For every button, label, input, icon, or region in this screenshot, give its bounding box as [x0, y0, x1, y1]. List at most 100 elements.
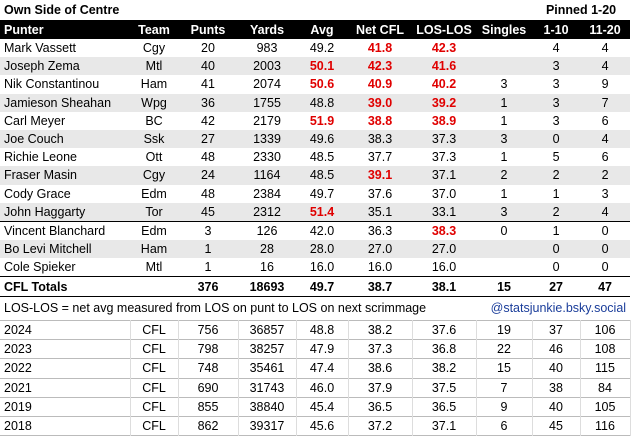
team-cell: Mtl — [130, 57, 178, 76]
yards-cell: 1755 — [238, 93, 296, 112]
singles-cell — [476, 39, 532, 57]
avg-cell: 50.6 — [309, 77, 335, 92]
punts-cell: 41 — [201, 77, 215, 92]
history-row: 2022 CFL 748 35461 47.4 38.6 38.2 15 40 115 — [0, 358, 631, 379]
history-yards-cell: 38840 — [238, 397, 297, 417]
history-p2-cell: 106 — [580, 320, 631, 340]
history-yards-cell: 38257 — [238, 339, 297, 359]
punter-name-cell: Nik Constantinou — [4, 77, 100, 92]
pinned-11-20-cell: 2 — [580, 166, 631, 185]
table-row: John Haggarty Tor 45 2312 51.4 35.1 33.1 3 2 4 — [0, 202, 631, 222]
punts-cell: 40 — [178, 57, 238, 76]
history-p1-cell: 40 — [532, 397, 581, 417]
team-cell: Cgy — [130, 166, 178, 185]
history-p2-cell: 115 — [580, 358, 631, 379]
history-yards-cell: 36857 — [238, 320, 297, 340]
history-punts-cell: 690 — [178, 378, 239, 398]
author-handle: @statsjunkie.bsky.social — [490, 300, 627, 315]
history-yards-cell: 39317 — [238, 416, 297, 436]
history-avg-cell: 48.8 — [296, 320, 349, 340]
avg-cell: 48.5 — [296, 166, 349, 185]
pinned-11-20-cell: 0 — [580, 240, 631, 259]
yards-cell: 2074 — [253, 77, 281, 92]
avg-cell: 51.9 — [309, 113, 335, 128]
pinned-1-10-cell: 3 — [552, 77, 560, 92]
history-year-cell: 2022 — [0, 358, 131, 379]
pinned-11-20-cell: 7 — [580, 93, 631, 112]
table-row: Cody Grace Edm 48 2384 49.7 37.6 37.0 1 1 3 — [0, 185, 630, 203]
net-cfl-cell: 27.0 — [348, 240, 413, 259]
singles-cell: 3 — [476, 202, 533, 222]
singles-cell — [476, 57, 533, 76]
team-cell: BC — [145, 113, 163, 128]
los-los-cell: 16.0 — [431, 260, 457, 275]
totals-p1-cell: 27 — [532, 276, 581, 297]
los-los-cell: 33.1 — [412, 202, 477, 222]
pinned-1-10-cell: 2 — [532, 202, 581, 222]
team-cell: Mtl — [145, 260, 163, 275]
pinned-1-10-cell: 5 — [552, 150, 560, 165]
team-cell: Ham — [130, 240, 178, 259]
header-punter: Punter — [0, 20, 130, 39]
singles-cell: 2 — [476, 166, 533, 185]
history-singles-cell: 22 — [476, 339, 533, 359]
team-cell: Tor — [130, 202, 178, 222]
los-los-cell: 37.3 — [412, 129, 477, 149]
los-los-cell: 27.0 — [412, 240, 477, 259]
singles-cell — [476, 258, 532, 277]
history-row: 2021 CFL 690 31743 46.0 37.9 37.5 7 38 84 — [0, 378, 631, 398]
history-punts-cell: 862 — [178, 416, 239, 436]
punter-name-cell: Joe Couch — [0, 129, 130, 149]
pinned-11-20-cell: 4 — [580, 129, 631, 149]
history-league-cell: CFL — [130, 416, 179, 436]
history-league-cell: CFL — [130, 320, 179, 340]
singles-cell: 1 — [500, 150, 508, 165]
punter-name-cell: Joseph Zema — [0, 57, 130, 76]
header-team: Team — [130, 20, 178, 39]
history-punts-cell: 748 — [178, 358, 239, 379]
pinned-1-10-cell: 0 — [532, 240, 581, 259]
history-net-cell: 36.5 — [348, 397, 413, 417]
yards-cell: 16 — [260, 260, 274, 275]
los-los-cell: 40.2 — [431, 77, 457, 92]
table-row: Mark Vassett Cgy 20 983 49.2 41.8 42.3 4 4 — [0, 39, 630, 57]
los-los-cell: 37.3 — [431, 150, 457, 165]
totals-name-cell: CFL Totals — [0, 276, 130, 297]
pinned-11-20-cell: 4 — [580, 57, 631, 76]
avg-cell: 28.0 — [296, 240, 349, 259]
pinned-11-20-cell: 4 — [601, 41, 609, 56]
history-net-cell: 37.2 — [348, 416, 413, 436]
table-row: Bo Levi Mitchell Ham 1 28 28.0 27.0 27.0 0 0 — [0, 240, 631, 259]
punts-cell: 48 — [201, 186, 215, 201]
header-yards: Yards — [238, 20, 296, 39]
totals-net-cell: 38.7 — [348, 276, 413, 297]
avg-cell: 48.5 — [309, 150, 335, 165]
pinned-1-10-cell: 1 — [552, 186, 560, 201]
net-cfl-cell: 16.0 — [367, 260, 393, 275]
history-table: 2024 CFL 756 36857 48.8 38.2 37.6 19 37 106 2023 CF… — [0, 320, 631, 436]
singles-cell: 0 — [476, 220, 533, 241]
punts-cell: 36 — [178, 93, 238, 112]
los-los-cell: 37.0 — [431, 186, 457, 201]
avg-cell: 50.1 — [296, 57, 349, 76]
history-net-cell: 38.6 — [348, 358, 413, 379]
net-cfl-cell: 39.1 — [348, 166, 413, 185]
history-p1-cell: 40 — [532, 358, 581, 379]
pinned-11-20-cell: 4 — [580, 202, 631, 222]
punts-cell: 24 — [178, 166, 238, 185]
punts-cell: 1 — [204, 260, 212, 275]
net-cfl-cell: 39.0 — [348, 93, 413, 112]
history-year-cell: 2021 — [0, 378, 131, 398]
pinned-11-20-cell: 6 — [601, 113, 609, 128]
sheet-title: Own Side of Centre — [4, 3, 120, 17]
net-cfl-cell: 38.8 — [367, 113, 393, 128]
table-row: Vincent Blanchard Edm 3 126 42.0 36.3 38.3 0 1 0 — [0, 220, 631, 241]
history-punts-cell: 756 — [178, 320, 239, 340]
history-row: 2018 CFL 862 39317 45.6 37.2 37.1 6 45 116 — [0, 416, 631, 436]
header-singles: Singles — [476, 20, 533, 39]
net-cfl-cell: 37.6 — [367, 186, 393, 201]
history-net-cell: 37.9 — [348, 378, 413, 398]
yards-cell: 28 — [238, 240, 296, 259]
punter-name-cell: Bo Levi Mitchell — [0, 240, 130, 259]
